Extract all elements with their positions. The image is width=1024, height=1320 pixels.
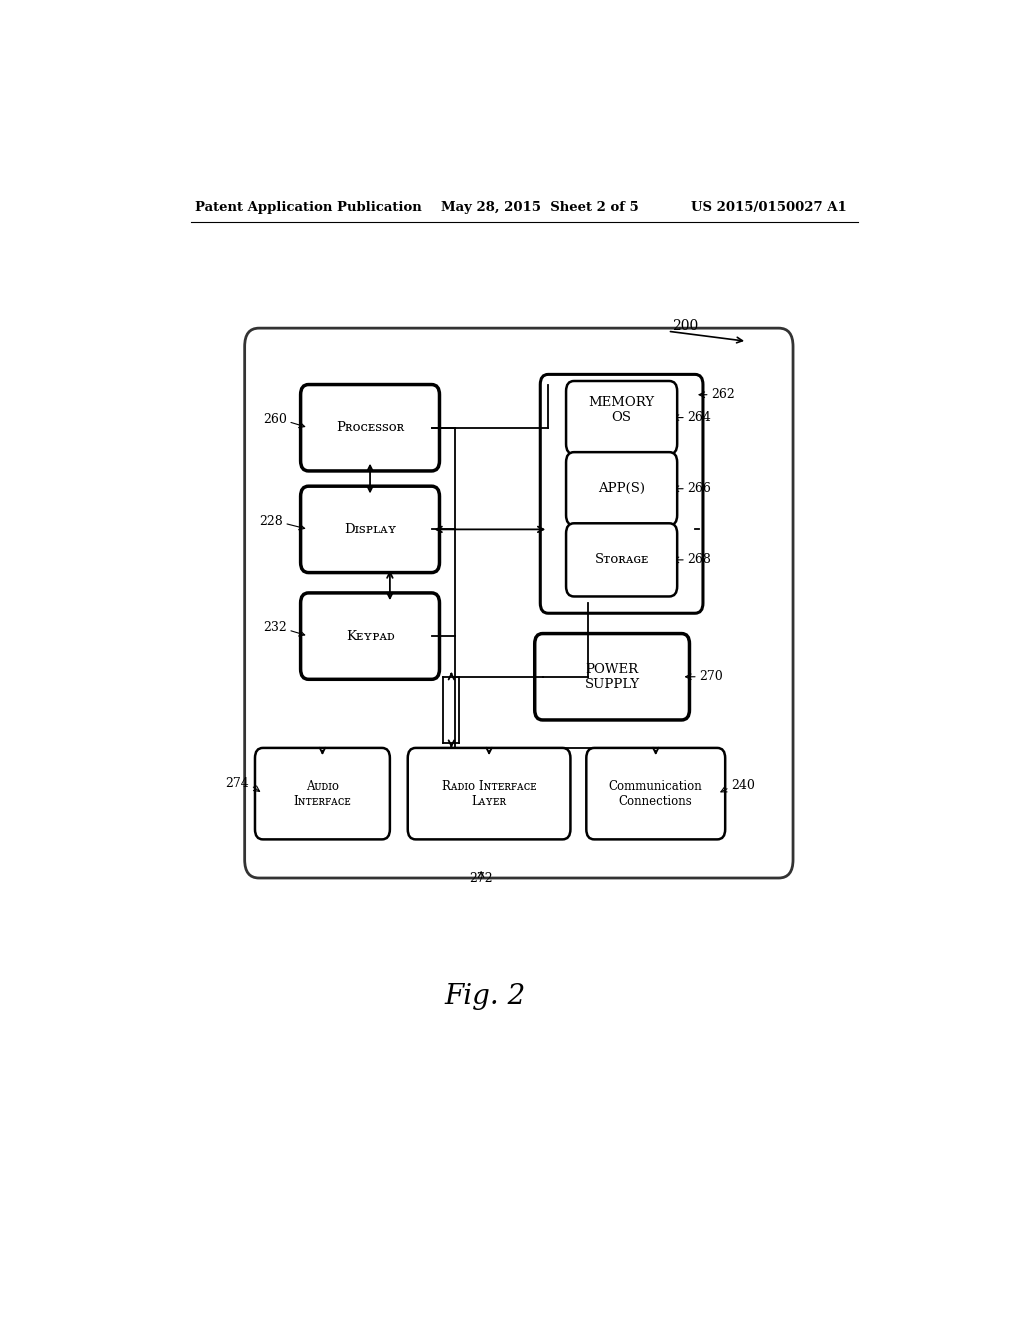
FancyBboxPatch shape [587,748,725,840]
FancyBboxPatch shape [408,748,570,840]
Text: Aᴜᴅɪᴏ
Iɴᴛᴇʀꜰᴀᴄᴇ: Aᴜᴅɪᴏ Iɴᴛᴇʀꜰᴀᴄᴇ [294,780,351,808]
Text: 260: 260 [263,413,287,426]
FancyBboxPatch shape [255,748,390,840]
Text: Rᴀᴅɪᴏ Iɴᴛᴇʀꜰᴀᴄᴇ
Lᴀʏᴇʀ: Rᴀᴅɪᴏ Iɴᴛᴇʀꜰᴀᴄᴇ Lᴀʏᴇʀ [441,780,537,808]
Text: Sᴛᴏʀᴀɢᴇ: Sᴛᴏʀᴀɢᴇ [594,553,649,566]
Text: OS: OS [611,411,632,424]
Text: MEMORY: MEMORY [589,396,654,409]
Text: 228: 228 [259,515,283,528]
FancyBboxPatch shape [566,523,677,597]
Text: Communication
Connections: Communication Connections [609,780,702,808]
FancyBboxPatch shape [301,593,439,680]
Text: APP(S): APP(S) [598,482,645,495]
Text: 274: 274 [225,777,250,789]
Text: Pʀᴏᴄᴇꜱꜱᴏʀ: Pʀᴏᴄᴇꜱꜱᴏʀ [336,421,404,434]
Text: US 2015/0150027 A1: US 2015/0150027 A1 [691,201,847,214]
Text: 262: 262 [712,388,735,401]
FancyBboxPatch shape [566,453,677,525]
Text: 200: 200 [672,319,698,333]
Text: Kᴇʏᴘᴀᴅ: Kᴇʏᴘᴀᴅ [346,630,394,643]
Text: May 28, 2015  Sheet 2 of 5: May 28, 2015 Sheet 2 of 5 [441,201,639,214]
Text: Patent Application Publication: Patent Application Publication [196,201,422,214]
Text: 272: 272 [469,871,493,884]
FancyBboxPatch shape [566,381,677,454]
Text: 264: 264 [687,411,712,424]
FancyBboxPatch shape [301,486,439,573]
Text: Fig. 2: Fig. 2 [444,983,525,1010]
Text: 268: 268 [687,553,712,566]
Text: 266: 266 [687,482,712,495]
Text: 240: 240 [731,779,755,792]
Text: 232: 232 [263,622,287,635]
FancyBboxPatch shape [535,634,689,719]
FancyBboxPatch shape [301,384,439,471]
Text: 270: 270 [699,671,723,684]
FancyBboxPatch shape [245,329,793,878]
Text: POWER
SUPPLY: POWER SUPPLY [585,663,640,690]
Text: Dɪꜱᴘʟᴀʏ: Dɪꜱᴘʟᴀʏ [344,523,396,536]
FancyBboxPatch shape [541,375,702,614]
